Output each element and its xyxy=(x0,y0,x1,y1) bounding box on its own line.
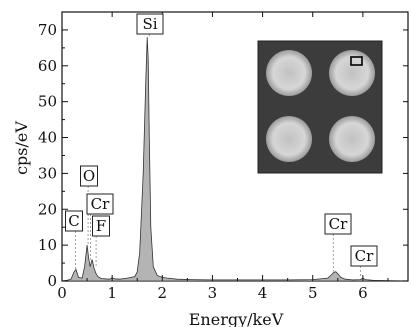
peak-label-cr: Cr xyxy=(324,213,352,235)
y-tick-label: 50 xyxy=(38,93,57,111)
x-axis-title: Energy/keV xyxy=(189,310,284,327)
inset-dot xyxy=(266,116,312,162)
y-tick-label: 30 xyxy=(38,164,57,182)
peak-label-box xyxy=(80,165,98,187)
peak-label-si: Si xyxy=(136,13,164,35)
peak-label-text: Si xyxy=(142,15,157,33)
x-tick-label: 4 xyxy=(258,284,268,302)
peak-label-text: Cr xyxy=(91,195,110,213)
x-tick-label: 0 xyxy=(57,284,67,302)
peak-label-box xyxy=(92,215,110,237)
y-tick-label: 10 xyxy=(38,236,57,254)
y-tick-label: 60 xyxy=(38,57,57,75)
y-axis-ticks: 0 10 20 30 40 50 60 70 xyxy=(38,21,408,290)
y-tick-label: 40 xyxy=(38,129,57,147)
x-axis-ticks: 0 1 2 3 4 5 6 xyxy=(57,12,389,302)
peak-label-cr: Cr xyxy=(350,245,378,267)
y-tick-label: 70 xyxy=(38,21,57,39)
peak-label-cr: Cr xyxy=(86,193,114,215)
x-tick-label: 2 xyxy=(158,284,168,302)
peak-label-text: Cr xyxy=(355,247,374,265)
peak-label-box xyxy=(324,213,352,235)
peak-annotations: Si O Cr FC Cr Cr xyxy=(65,13,378,267)
peak-label-box xyxy=(136,13,164,35)
peak-label-text: F xyxy=(96,217,106,235)
x-tick-label: 5 xyxy=(308,284,318,302)
peak-label-o: O xyxy=(80,165,98,187)
y-axis-title: cps/eV xyxy=(12,121,31,175)
peak-label-text: C xyxy=(68,212,79,230)
inset-dot xyxy=(329,50,375,96)
peak-label-c: C xyxy=(65,210,83,232)
inset-dot xyxy=(329,116,375,162)
peak-label-box xyxy=(65,210,83,232)
peak-label-text: O xyxy=(83,167,95,185)
peak-label-f: F xyxy=(92,215,110,237)
spectrum-area xyxy=(61,37,409,282)
peak-label-text: Cr xyxy=(329,215,348,233)
x-tick-label: 6 xyxy=(358,284,368,302)
peak-label-box xyxy=(86,193,114,215)
y-tick-label: 0 xyxy=(47,272,57,290)
x-tick-label: 3 xyxy=(208,284,218,302)
inset-selection-box xyxy=(350,56,363,66)
x-tick-label: 1 xyxy=(107,284,117,302)
inset-dot xyxy=(266,50,312,96)
sem-inset-image xyxy=(257,40,383,174)
y-tick-label: 20 xyxy=(38,200,57,218)
peak-label-box xyxy=(350,245,378,267)
